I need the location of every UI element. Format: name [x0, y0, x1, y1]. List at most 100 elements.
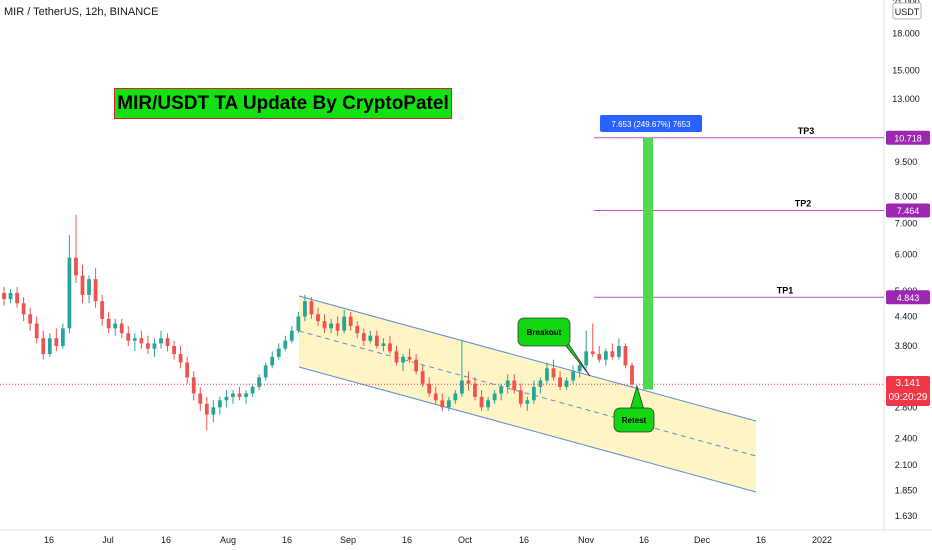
price-tick-label: 1.630	[895, 511, 918, 521]
price-tick-label: 8.000	[895, 192, 918, 202]
candle-body	[571, 371, 576, 381]
candle-body	[303, 301, 307, 317]
time-tick-label: Aug	[220, 535, 236, 545]
candle-body	[322, 321, 327, 329]
candle-body	[466, 380, 471, 384]
candle-body	[159, 338, 163, 344]
candle-body	[198, 393, 203, 404]
candle-body	[420, 371, 425, 384]
price-tick-label: 9.500	[895, 157, 918, 167]
measure-label: 7.653 (249.67%) 7653	[611, 120, 691, 129]
candle-body	[80, 275, 85, 295]
candle-body	[584, 351, 589, 366]
candle-body	[610, 351, 615, 357]
candle-body	[388, 343, 392, 352]
target-name: TP3	[798, 126, 815, 136]
price-tick-label: 13.000	[892, 94, 920, 104]
candle-body	[531, 386, 536, 401]
candle-body	[21, 303, 26, 315]
time-tick-label: 16	[44, 535, 54, 545]
target-price-badge	[886, 203, 930, 218]
projection-bar	[643, 137, 653, 390]
candle-body	[401, 356, 405, 363]
time-tick-label: 16	[519, 535, 529, 545]
candle-body	[47, 338, 52, 355]
target-price-label: 7.464	[897, 206, 920, 216]
candle-body	[93, 279, 98, 302]
candle-body	[545, 368, 549, 381]
candle-body	[440, 400, 445, 408]
symbol-legend[interactable]: MIR / TetherUS, 12h, BINANCE	[4, 6, 159, 18]
measure-box	[600, 115, 702, 132]
target-name: TP2	[795, 198, 812, 208]
candle-body	[106, 318, 111, 329]
candle-body	[473, 383, 477, 397]
candle-body	[2, 292, 6, 300]
candle-body	[178, 354, 183, 363]
candle-body	[217, 400, 222, 408]
candle-body	[577, 365, 582, 372]
candle-body	[263, 365, 268, 378]
time-tick-label: 16	[639, 535, 649, 545]
candle-body	[165, 338, 170, 346]
candle-body	[126, 333, 131, 341]
retest-label: Retest	[622, 416, 647, 425]
candle-body	[479, 396, 484, 408]
price-tick-label: 2.400	[895, 433, 918, 443]
candle-body	[348, 316, 353, 326]
time-axis[interactable]: 16 Jul 16 Aug 16 Sep 16 Oct 16 Nov 16 Dec 16 2022	[44, 535, 832, 545]
candle-body	[289, 330, 294, 341]
candle-body	[427, 383, 432, 394]
chart-title: MIR/USDT TA Update By CryptoPatel	[114, 88, 452, 119]
target-price-label: 4.843	[897, 293, 920, 303]
candle-body	[185, 362, 190, 378]
candle-body	[276, 348, 281, 357]
price-tick-label: 6.000	[895, 249, 918, 259]
candle-body	[505, 380, 510, 387]
time-tick-label: 16	[282, 535, 292, 545]
candle-body	[211, 407, 216, 415]
breakout-label: Breakout	[527, 328, 562, 337]
candle-body	[132, 338, 137, 341]
time-tick-label: Dec	[694, 535, 711, 545]
candle-body	[368, 335, 373, 341]
candle-body	[564, 380, 569, 387]
target-price-badge	[886, 130, 930, 145]
target-price-label: 10.718	[894, 133, 922, 143]
candle-body	[87, 279, 91, 295]
candle-body	[538, 380, 543, 387]
candle-body	[407, 356, 412, 360]
candle-body	[191, 377, 196, 394]
currency-badge[interactable]	[892, 2, 922, 20]
candle-body	[60, 328, 65, 346]
candle-body	[113, 323, 118, 329]
candle-body	[15, 292, 19, 304]
time-tick-label: 2022	[812, 535, 832, 545]
candle-body	[355, 325, 360, 334]
candle-body	[558, 377, 562, 387]
candle-body	[446, 400, 451, 408]
candle-body	[492, 393, 497, 401]
price-tick-label: 1.850	[895, 486, 918, 496]
candle-body	[374, 335, 379, 346]
target-price-badge	[886, 290, 930, 305]
time-tick-label: 16	[402, 535, 412, 545]
price-tick-label: 4.400	[895, 312, 918, 322]
candle-body	[433, 393, 438, 401]
retest-bubble	[613, 407, 655, 433]
time-tick-label: Sep	[340, 535, 356, 545]
candle-body	[617, 346, 621, 357]
time-tick-label: 16	[161, 535, 171, 545]
currency-badge-label: USDT	[895, 7, 920, 17]
price-axis[interactable]: 1.6301.8502.1002.4002.8003.8004.4005.000…	[892, 0, 920, 521]
candle-body	[41, 338, 46, 355]
candle-body	[257, 377, 262, 387]
candle-body	[335, 323, 340, 331]
candle-body	[283, 340, 288, 349]
candle-body	[551, 368, 556, 378]
candle-body	[453, 393, 458, 401]
current-price-value: 3.141	[895, 378, 921, 389]
target-lines: TP1 4.843 TP2 7.464 TP3 10.718	[594, 126, 930, 305]
channel-upper-line	[298, 295, 757, 422]
